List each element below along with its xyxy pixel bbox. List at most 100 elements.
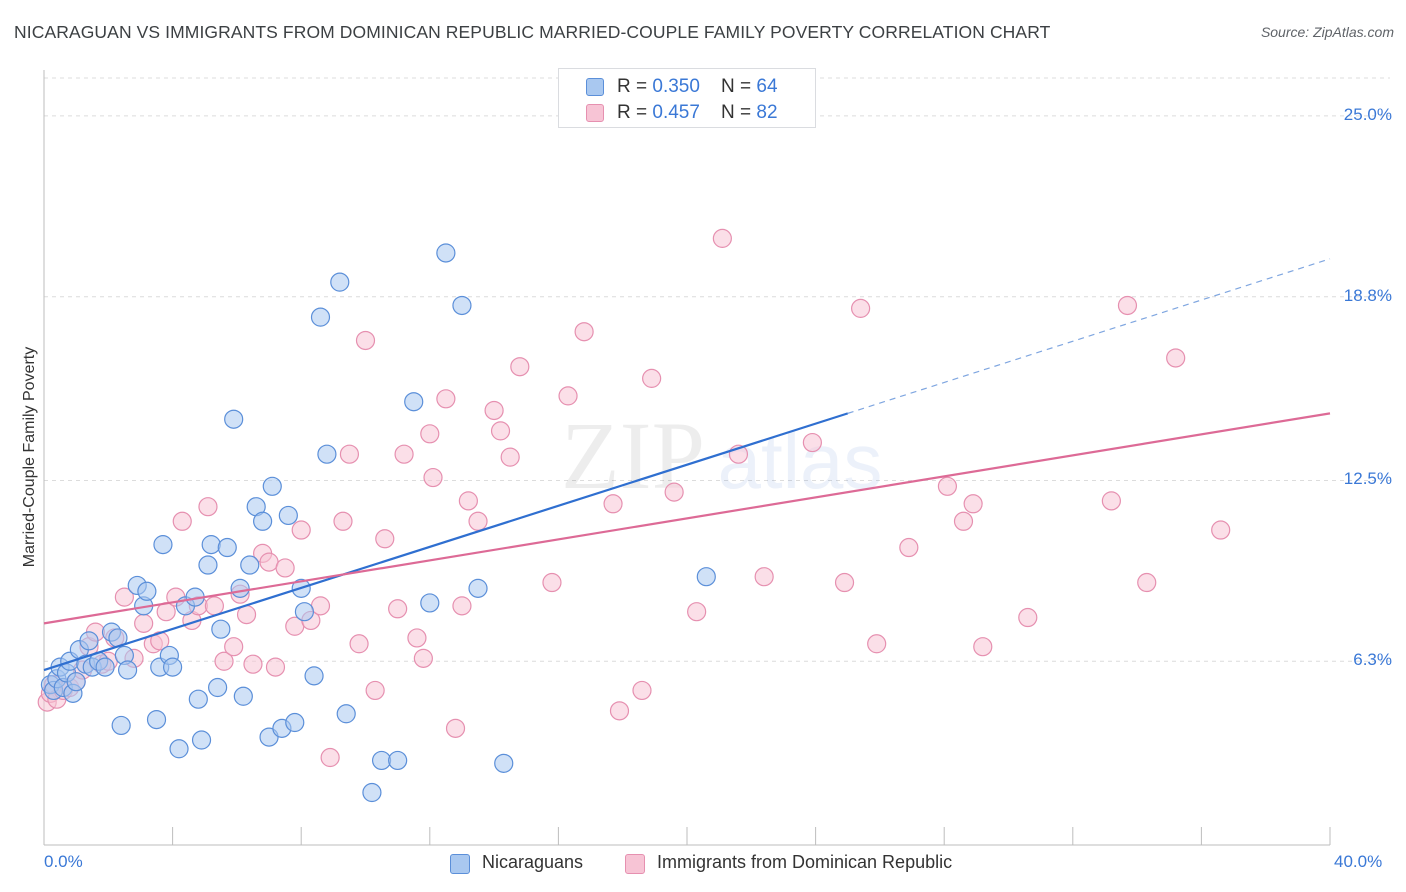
dominican-point bbox=[320, 747, 340, 768]
dominican-point bbox=[899, 537, 919, 558]
nicaraguan-point bbox=[79, 631, 99, 651]
nicaraguan-point bbox=[436, 243, 456, 263]
dominican-point bbox=[609, 701, 630, 721]
nicaraguan-point bbox=[452, 295, 472, 316]
dominican-point bbox=[291, 520, 311, 540]
dominican-point bbox=[436, 389, 456, 409]
nicaraguan-point bbox=[388, 750, 408, 771]
x-tick-label-min: 0.0% bbox=[44, 852, 83, 871]
dominican-point bbox=[349, 634, 369, 654]
dominican-point bbox=[445, 718, 466, 738]
nicaraguan-trend-extension bbox=[847, 258, 1331, 414]
y-tick-label: 25.0% bbox=[1343, 104, 1392, 124]
legend-r-value: 0.350 bbox=[652, 76, 700, 97]
dominican-point bbox=[603, 494, 623, 514]
dominican-point bbox=[802, 432, 822, 453]
dominican-point bbox=[458, 491, 478, 511]
bottom-legend-swatch-pink bbox=[625, 854, 645, 874]
dominican-point bbox=[310, 596, 331, 616]
dominican-point bbox=[664, 482, 684, 502]
bottom-legend-swatch-blue bbox=[450, 854, 470, 874]
dominican-point bbox=[172, 511, 192, 531]
nicaraguan-point bbox=[285, 712, 305, 733]
nicaraguan-trend-line bbox=[43, 412, 849, 672]
dominican-point bbox=[224, 637, 244, 657]
dominican-point bbox=[1166, 348, 1186, 368]
nicaraguan-point bbox=[217, 537, 237, 558]
dominican-point bbox=[333, 511, 353, 531]
dominican-point bbox=[375, 529, 395, 549]
x-tick-label-max: 40.0% bbox=[1334, 852, 1383, 871]
dominican-point bbox=[214, 651, 234, 671]
dominican-point bbox=[452, 596, 472, 616]
legend-n-value: 64 bbox=[756, 76, 778, 97]
dominican-point bbox=[407, 628, 427, 648]
nicaraguan-point bbox=[362, 782, 382, 803]
dominican-point bbox=[259, 552, 279, 572]
bottom-legend-label: Nicaraguans bbox=[482, 852, 584, 872]
nicaraguan-point bbox=[404, 392, 424, 412]
dominican-point bbox=[1117, 295, 1138, 316]
nicaraguan-point bbox=[278, 505, 298, 526]
dominican-point bbox=[963, 494, 983, 514]
nicaraguan-point bbox=[696, 567, 716, 587]
nicaraguan-point bbox=[211, 619, 231, 639]
nicaraguan-point bbox=[137, 581, 157, 601]
dominican-point bbox=[953, 511, 974, 531]
legend-n-value: 82 bbox=[756, 102, 778, 123]
chart-title: NICARAGUAN VS IMMIGRANTS FROM DOMINICAN … bbox=[14, 22, 1051, 42]
nicaraguan-points bbox=[40, 243, 716, 803]
y-tick-label: 18.8% bbox=[1343, 285, 1392, 305]
nicaraguan-point bbox=[468, 578, 488, 598]
nicaraguan-point bbox=[371, 750, 392, 771]
dominican-point bbox=[484, 400, 504, 421]
dominican-point bbox=[1101, 491, 1121, 511]
nicaraguan-point bbox=[153, 535, 173, 555]
nicaraguan-point bbox=[198, 555, 218, 575]
y-axis-label: Married-Couple Family Poverty bbox=[21, 346, 38, 568]
legend: R = 0.350 N = 64 R = 0.457 N = 82 bbox=[558, 68, 816, 128]
dominican-point bbox=[468, 511, 488, 531]
nicaraguan-point bbox=[336, 704, 356, 724]
nicaraguan-point bbox=[191, 730, 212, 750]
y-tick-label: 12.5% bbox=[1343, 469, 1392, 489]
nicaraguan-point bbox=[240, 555, 260, 575]
axes bbox=[43, 70, 1331, 846]
nicaraguan-point bbox=[304, 666, 324, 686]
dominican-point bbox=[851, 298, 871, 318]
nicaraguan-point bbox=[208, 677, 228, 698]
nicaraguan-point bbox=[66, 672, 86, 692]
nicaraguan-point bbox=[230, 578, 250, 598]
dominican-point bbox=[754, 567, 774, 587]
legend-r-value: 0.457 bbox=[652, 102, 700, 123]
nicaraguan-point bbox=[169, 739, 189, 759]
legend-n-label: N = bbox=[721, 102, 757, 123]
nicaraguan-point bbox=[494, 753, 514, 773]
dominican-point bbox=[558, 386, 578, 406]
legend-n-label: N = bbox=[721, 76, 757, 97]
nicaraguan-point bbox=[111, 715, 131, 736]
nicaraguan-point bbox=[163, 657, 183, 677]
bottom-legend-label: Immigrants from Dominican Republic bbox=[657, 852, 953, 872]
dominican-point bbox=[973, 637, 993, 657]
dominican-point bbox=[867, 634, 887, 654]
nicaraguan-point bbox=[146, 709, 167, 730]
dominican-point bbox=[632, 680, 652, 701]
legend-swatch-blue bbox=[586, 78, 604, 96]
dominican-point bbox=[150, 631, 170, 651]
dominican-point bbox=[420, 424, 440, 444]
dominican-point bbox=[423, 467, 443, 488]
dominican-point bbox=[574, 322, 594, 342]
dominican-point bbox=[114, 587, 134, 607]
legend-r-label: R = bbox=[617, 76, 653, 97]
dominican-point bbox=[365, 680, 385, 701]
nicaraguan-point bbox=[224, 409, 244, 429]
dominican-point bbox=[388, 599, 408, 619]
dominican-point bbox=[642, 368, 662, 388]
dominican-point bbox=[355, 330, 376, 351]
nicaraguan-point bbox=[317, 444, 337, 464]
nicaraguan-point bbox=[188, 689, 208, 709]
nicaraguan-point bbox=[310, 307, 331, 327]
dominican-point bbox=[1211, 520, 1231, 540]
